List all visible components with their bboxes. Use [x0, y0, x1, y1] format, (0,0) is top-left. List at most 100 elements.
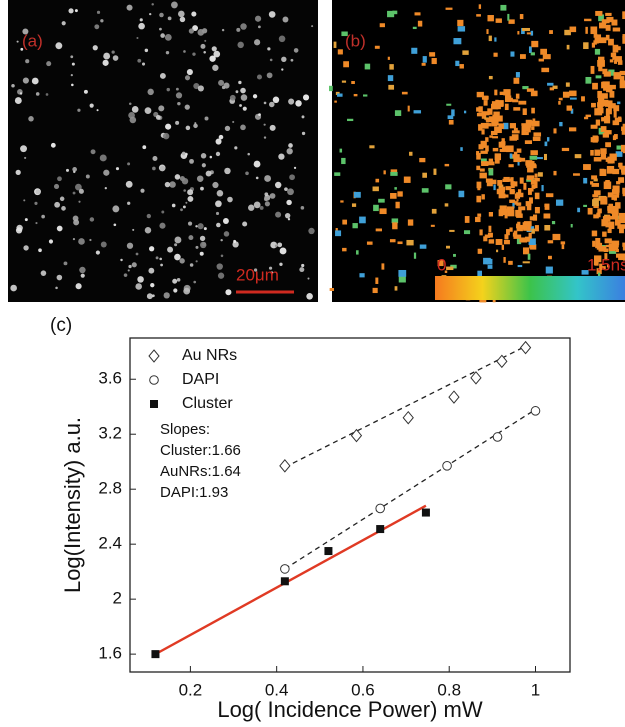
spot — [601, 19, 607, 24]
spot — [197, 223, 204, 230]
spot — [334, 100, 337, 103]
spot — [111, 50, 115, 54]
legend-label: DAPI — [182, 371, 219, 388]
spot — [390, 169, 398, 174]
spot — [90, 149, 96, 155]
spot — [544, 224, 551, 231]
spot — [398, 275, 406, 283]
spot — [511, 130, 520, 134]
spot — [147, 88, 154, 96]
spot — [175, 87, 179, 91]
spot — [531, 228, 535, 234]
spot — [485, 137, 489, 142]
spot — [421, 62, 426, 66]
spot — [481, 161, 489, 167]
spot — [542, 54, 551, 60]
spot — [155, 115, 161, 120]
spot — [15, 169, 21, 175]
spot — [247, 152, 250, 156]
spot — [284, 187, 288, 192]
spot — [329, 85, 333, 92]
spot — [519, 237, 528, 243]
spot — [390, 192, 397, 199]
spot — [218, 134, 224, 140]
spot — [605, 157, 611, 162]
spot — [392, 10, 398, 15]
spot — [100, 241, 107, 248]
spot — [485, 118, 492, 122]
spot — [268, 266, 273, 270]
spot — [498, 123, 504, 129]
spot — [531, 126, 535, 130]
spot — [549, 30, 553, 34]
spot — [242, 106, 247, 111]
spot — [141, 62, 146, 66]
spot — [136, 37, 139, 40]
spot — [281, 56, 287, 63]
spot — [383, 170, 386, 175]
spot — [477, 248, 483, 254]
spot — [175, 120, 180, 125]
spot — [23, 245, 29, 251]
spot — [120, 258, 123, 262]
spot — [300, 206, 305, 210]
spot — [476, 91, 484, 98]
spot — [501, 138, 505, 142]
spot — [457, 26, 466, 32]
spot — [199, 251, 204, 256]
spot — [617, 60, 623, 65]
spot — [590, 181, 594, 185]
spot — [341, 80, 347, 83]
spot — [609, 59, 614, 63]
spot — [146, 213, 151, 219]
spot — [606, 264, 610, 268]
spot — [288, 98, 295, 105]
spot — [75, 283, 82, 290]
spot — [597, 90, 602, 98]
spot — [422, 172, 427, 178]
spot — [614, 56, 622, 62]
legend-marker — [149, 375, 159, 385]
spot — [266, 72, 273, 79]
spot — [308, 227, 315, 235]
spot — [279, 247, 287, 255]
spot — [165, 123, 172, 130]
spot — [195, 260, 198, 263]
spot — [387, 75, 394, 82]
point — [519, 340, 532, 355]
spot — [125, 180, 133, 188]
spot — [351, 81, 355, 85]
spot — [95, 250, 100, 255]
spot — [483, 257, 491, 265]
spot — [602, 68, 608, 75]
spot — [387, 10, 395, 18]
spot — [68, 8, 74, 14]
spot — [616, 181, 621, 185]
spot — [495, 18, 502, 23]
spot — [597, 208, 602, 214]
spot — [507, 13, 510, 21]
spot — [499, 205, 507, 212]
spot — [519, 14, 524, 20]
spot — [612, 27, 621, 32]
spot — [23, 199, 26, 202]
spot — [530, 164, 537, 169]
spot — [604, 238, 612, 244]
spot — [277, 242, 283, 248]
spot — [274, 181, 282, 189]
spot — [14, 97, 22, 104]
spot — [80, 273, 85, 278]
spot — [457, 19, 464, 27]
spot — [239, 104, 242, 107]
point — [421, 508, 430, 517]
spot — [215, 211, 220, 215]
spot — [213, 50, 221, 58]
spot — [547, 240, 554, 244]
spot — [204, 116, 209, 121]
spot — [601, 266, 606, 270]
spot — [622, 245, 625, 251]
spot — [464, 216, 470, 223]
spot — [601, 152, 607, 160]
spot — [512, 155, 517, 159]
spot — [529, 244, 534, 249]
